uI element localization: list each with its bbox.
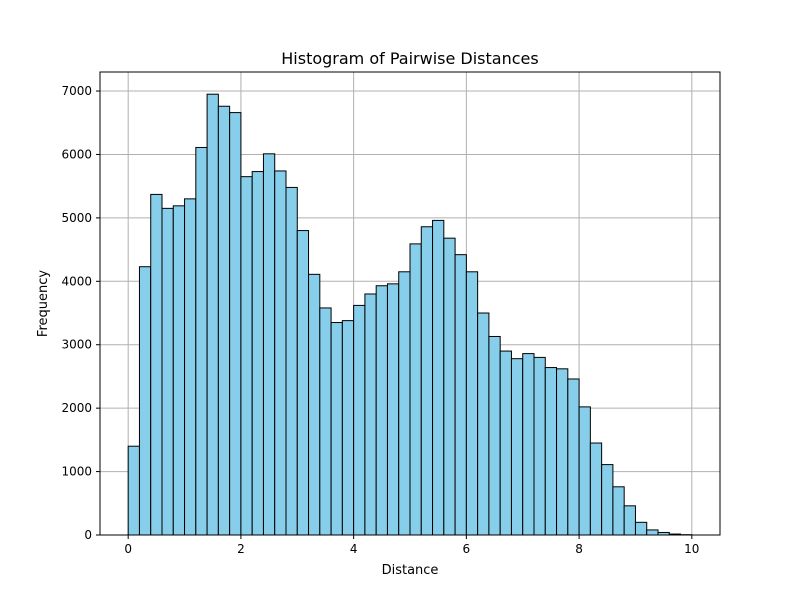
- x-axis-ticks: 0 2 4 6 8 10: [124, 535, 699, 556]
- histogram-bar: [285, 186, 298, 536]
- y-tick-label: 6000: [61, 147, 92, 161]
- x-tick-label: 6: [463, 542, 471, 556]
- x-tick-label: 10: [684, 542, 699, 556]
- histogram-bar: [330, 322, 343, 536]
- histogram-bar: [319, 307, 332, 536]
- histogram-bar: [138, 266, 152, 536]
- y-tick-label: 3000: [61, 338, 92, 352]
- histogram-bar: [420, 226, 434, 536]
- histogram-bar: [308, 273, 321, 536]
- histogram-bar: [646, 529, 659, 536]
- histogram-bar: [217, 105, 231, 536]
- histogram-bar: [296, 230, 310, 536]
- y-tick-label: 5000: [61, 211, 92, 225]
- histogram-bar: [364, 293, 377, 536]
- histogram-bar: [432, 219, 445, 536]
- histogram-bar: [172, 205, 186, 536]
- histogram-bar: [578, 406, 591, 536]
- histogram-bar: [398, 271, 411, 536]
- histogram-bar: [522, 353, 535, 536]
- histogram-bar: [240, 176, 253, 536]
- y-tick-label: 1000: [61, 465, 92, 479]
- histogram-bar: [443, 237, 456, 536]
- histogram-bar: [375, 285, 388, 536]
- histogram-bar: [454, 254, 467, 536]
- histogram-bar: [262, 153, 276, 536]
- x-axis-title: Distance: [382, 563, 439, 578]
- y-tick-label: 4000: [61, 274, 92, 288]
- histogram-bar: [251, 171, 264, 536]
- x-tick-label: 4: [350, 542, 358, 556]
- histogram-bar: [612, 486, 625, 536]
- histogram-bar: [488, 335, 501, 536]
- histogram-bar: [634, 521, 648, 536]
- x-tick-label: 2: [237, 542, 245, 556]
- histogram-bar: [409, 243, 422, 536]
- chart-title: Histogram of Pairwise Distances: [281, 49, 538, 68]
- histogram-bar: [229, 112, 242, 536]
- plot-area-frame: [99, 71, 721, 536]
- histogram-bar: [601, 464, 614, 536]
- y-tick-label: 0: [84, 528, 92, 542]
- histogram-bar: [477, 312, 490, 536]
- histogram-bar: [623, 505, 636, 536]
- histogram-bar: [161, 207, 174, 536]
- histogram-bar: [510, 358, 524, 536]
- histogram-bar: [195, 146, 208, 536]
- histogram-bar: [184, 198, 197, 536]
- x-tick-label: 8: [575, 542, 583, 556]
- histogram-bar: [341, 320, 355, 536]
- histogram-bar: [499, 350, 512, 536]
- histogram-bar: [567, 378, 580, 536]
- histogram-bar: [465, 271, 479, 536]
- histogram-bars: [127, 93, 693, 536]
- histogram-bar: [127, 445, 140, 536]
- histogram-bar: [206, 93, 219, 536]
- histogram-bar: [353, 304, 366, 536]
- y-tick-label: 7000: [61, 84, 92, 98]
- x-tick-label: 0: [124, 542, 132, 556]
- y-axis-title: Frequency: [36, 270, 51, 337]
- histogram-bar: [589, 442, 603, 536]
- histogram-bar: [150, 193, 163, 536]
- histogram-bar: [386, 283, 400, 536]
- histogram-bar: [533, 356, 546, 536]
- histogram-bar: [544, 367, 558, 536]
- histogram-bar: [556, 368, 569, 536]
- histogram-bar: [274, 170, 287, 536]
- y-axis-ticks: 0 1000 2000 3000 4000 5000 6000 7000: [61, 84, 100, 542]
- y-tick-label: 2000: [61, 401, 92, 415]
